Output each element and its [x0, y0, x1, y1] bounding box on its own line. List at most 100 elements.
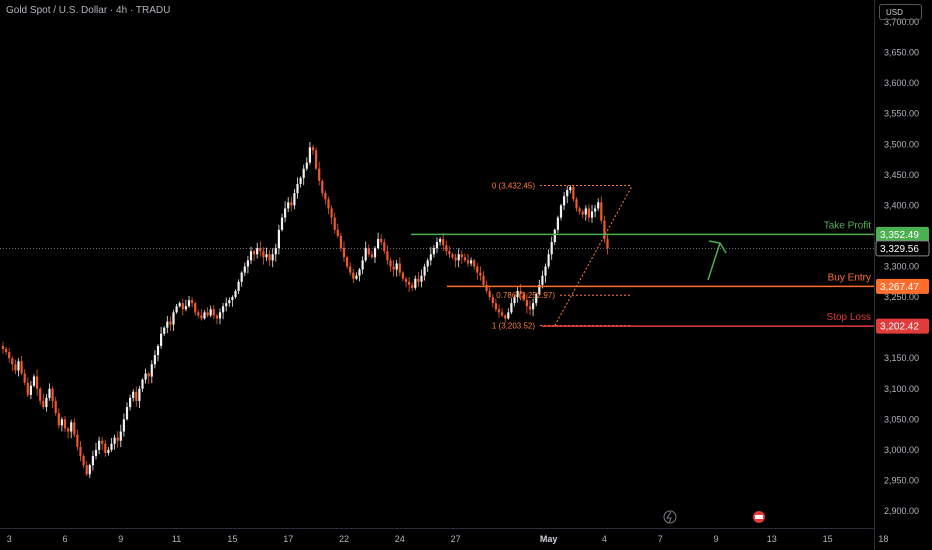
candle-body [11, 358, 13, 364]
candle-body [306, 163, 308, 169]
price-tick-label: 3,300.00 [884, 262, 919, 272]
candle-body [107, 450, 109, 453]
candle-body [362, 260, 364, 269]
candle-body [315, 150, 317, 168]
candle-body [340, 236, 342, 248]
candle-body [117, 438, 119, 441]
candle-body [551, 242, 553, 254]
time-tick-label: 17 [283, 534, 293, 544]
candle-body [529, 306, 531, 309]
candle-body [141, 380, 143, 389]
candle-body [120, 432, 122, 441]
candle-body [135, 392, 137, 401]
candle-body [157, 346, 159, 355]
level-name: Buy Entry [828, 272, 871, 283]
candle-body [312, 147, 314, 150]
time-tick-label: 13 [767, 534, 777, 544]
candle-body [402, 273, 404, 279]
candle-body [566, 190, 568, 196]
currency-button[interactable]: USD [879, 4, 922, 20]
candle-body [489, 291, 491, 297]
candle-body [476, 267, 478, 273]
candle-body [145, 373, 147, 379]
candle-body [371, 254, 373, 257]
current-price-label: 3,329.56 [880, 244, 919, 255]
candle-body [132, 392, 134, 398]
candle-body [374, 248, 376, 257]
candle-body [495, 303, 497, 309]
candle-body [479, 273, 481, 276]
fib-level-label: 1 (3,203.52) [492, 321, 535, 330]
candle-body [58, 413, 60, 425]
candle-body [281, 218, 283, 230]
candle-body [383, 242, 385, 251]
candle-body [461, 254, 463, 257]
candle-body [70, 422, 72, 431]
candle-body [473, 260, 475, 266]
candle-body [86, 465, 88, 474]
candle-body [61, 419, 63, 425]
candle-body [548, 254, 550, 266]
candle-body [430, 254, 432, 260]
candle-body [67, 428, 69, 431]
candle-body [207, 312, 209, 315]
candle-body [48, 389, 50, 398]
fib-level-label: 0 (3,432.45) [492, 182, 535, 191]
candle-body [231, 297, 233, 300]
candle-body [64, 419, 66, 428]
time-tick-label: 22 [339, 534, 349, 544]
candle-body [176, 306, 178, 312]
price-tick-label: 3,000.00 [884, 445, 919, 455]
candle-body [151, 364, 153, 376]
flash-bolt-icon [667, 512, 671, 523]
candle-body [563, 196, 565, 205]
candle-body [467, 260, 469, 263]
candle-body [337, 230, 339, 236]
candle-body [92, 456, 94, 465]
candle-body [324, 193, 326, 199]
candle-body [30, 386, 32, 395]
candle-body [526, 300, 528, 306]
price-tick-label: 3,100.00 [884, 384, 919, 394]
candle-body [234, 291, 236, 297]
candle-body [290, 202, 292, 205]
candle-body [414, 279, 416, 288]
level-price-label: 3,352.49 [880, 230, 919, 241]
event-flag-mark-icon [755, 515, 763, 519]
candle-body [318, 169, 320, 181]
candle-body [582, 211, 584, 214]
candle-body [14, 364, 16, 370]
candle-body [27, 383, 29, 395]
candle-body [278, 230, 280, 248]
candle-body [39, 389, 41, 401]
price-tick-label: 3,400.00 [884, 200, 919, 210]
candle-body [126, 407, 128, 419]
candle-body [172, 312, 174, 324]
candle-body [433, 248, 435, 254]
candle-body [451, 254, 453, 257]
candle-body [83, 456, 85, 465]
candle-body [110, 444, 112, 450]
candle-body [591, 211, 593, 217]
candle-body [21, 361, 23, 373]
candle-body [194, 303, 196, 312]
candle-body [284, 208, 286, 217]
candle-body [287, 202, 289, 208]
candle-body [501, 312, 503, 315]
candle-body [405, 279, 407, 282]
candle-body [101, 441, 103, 444]
candle-body [439, 239, 441, 242]
price-tick-label: 3,450.00 [884, 170, 919, 180]
candle-body [79, 447, 81, 456]
candle-body [213, 309, 215, 315]
candle-body [244, 267, 246, 273]
candle-body [250, 251, 252, 260]
candle-body [606, 239, 608, 248]
time-tick-label: 15 [823, 534, 833, 544]
candle-body [179, 303, 181, 306]
candle-body [216, 315, 218, 318]
candle-body [272, 254, 274, 260]
candle-body [321, 181, 323, 193]
